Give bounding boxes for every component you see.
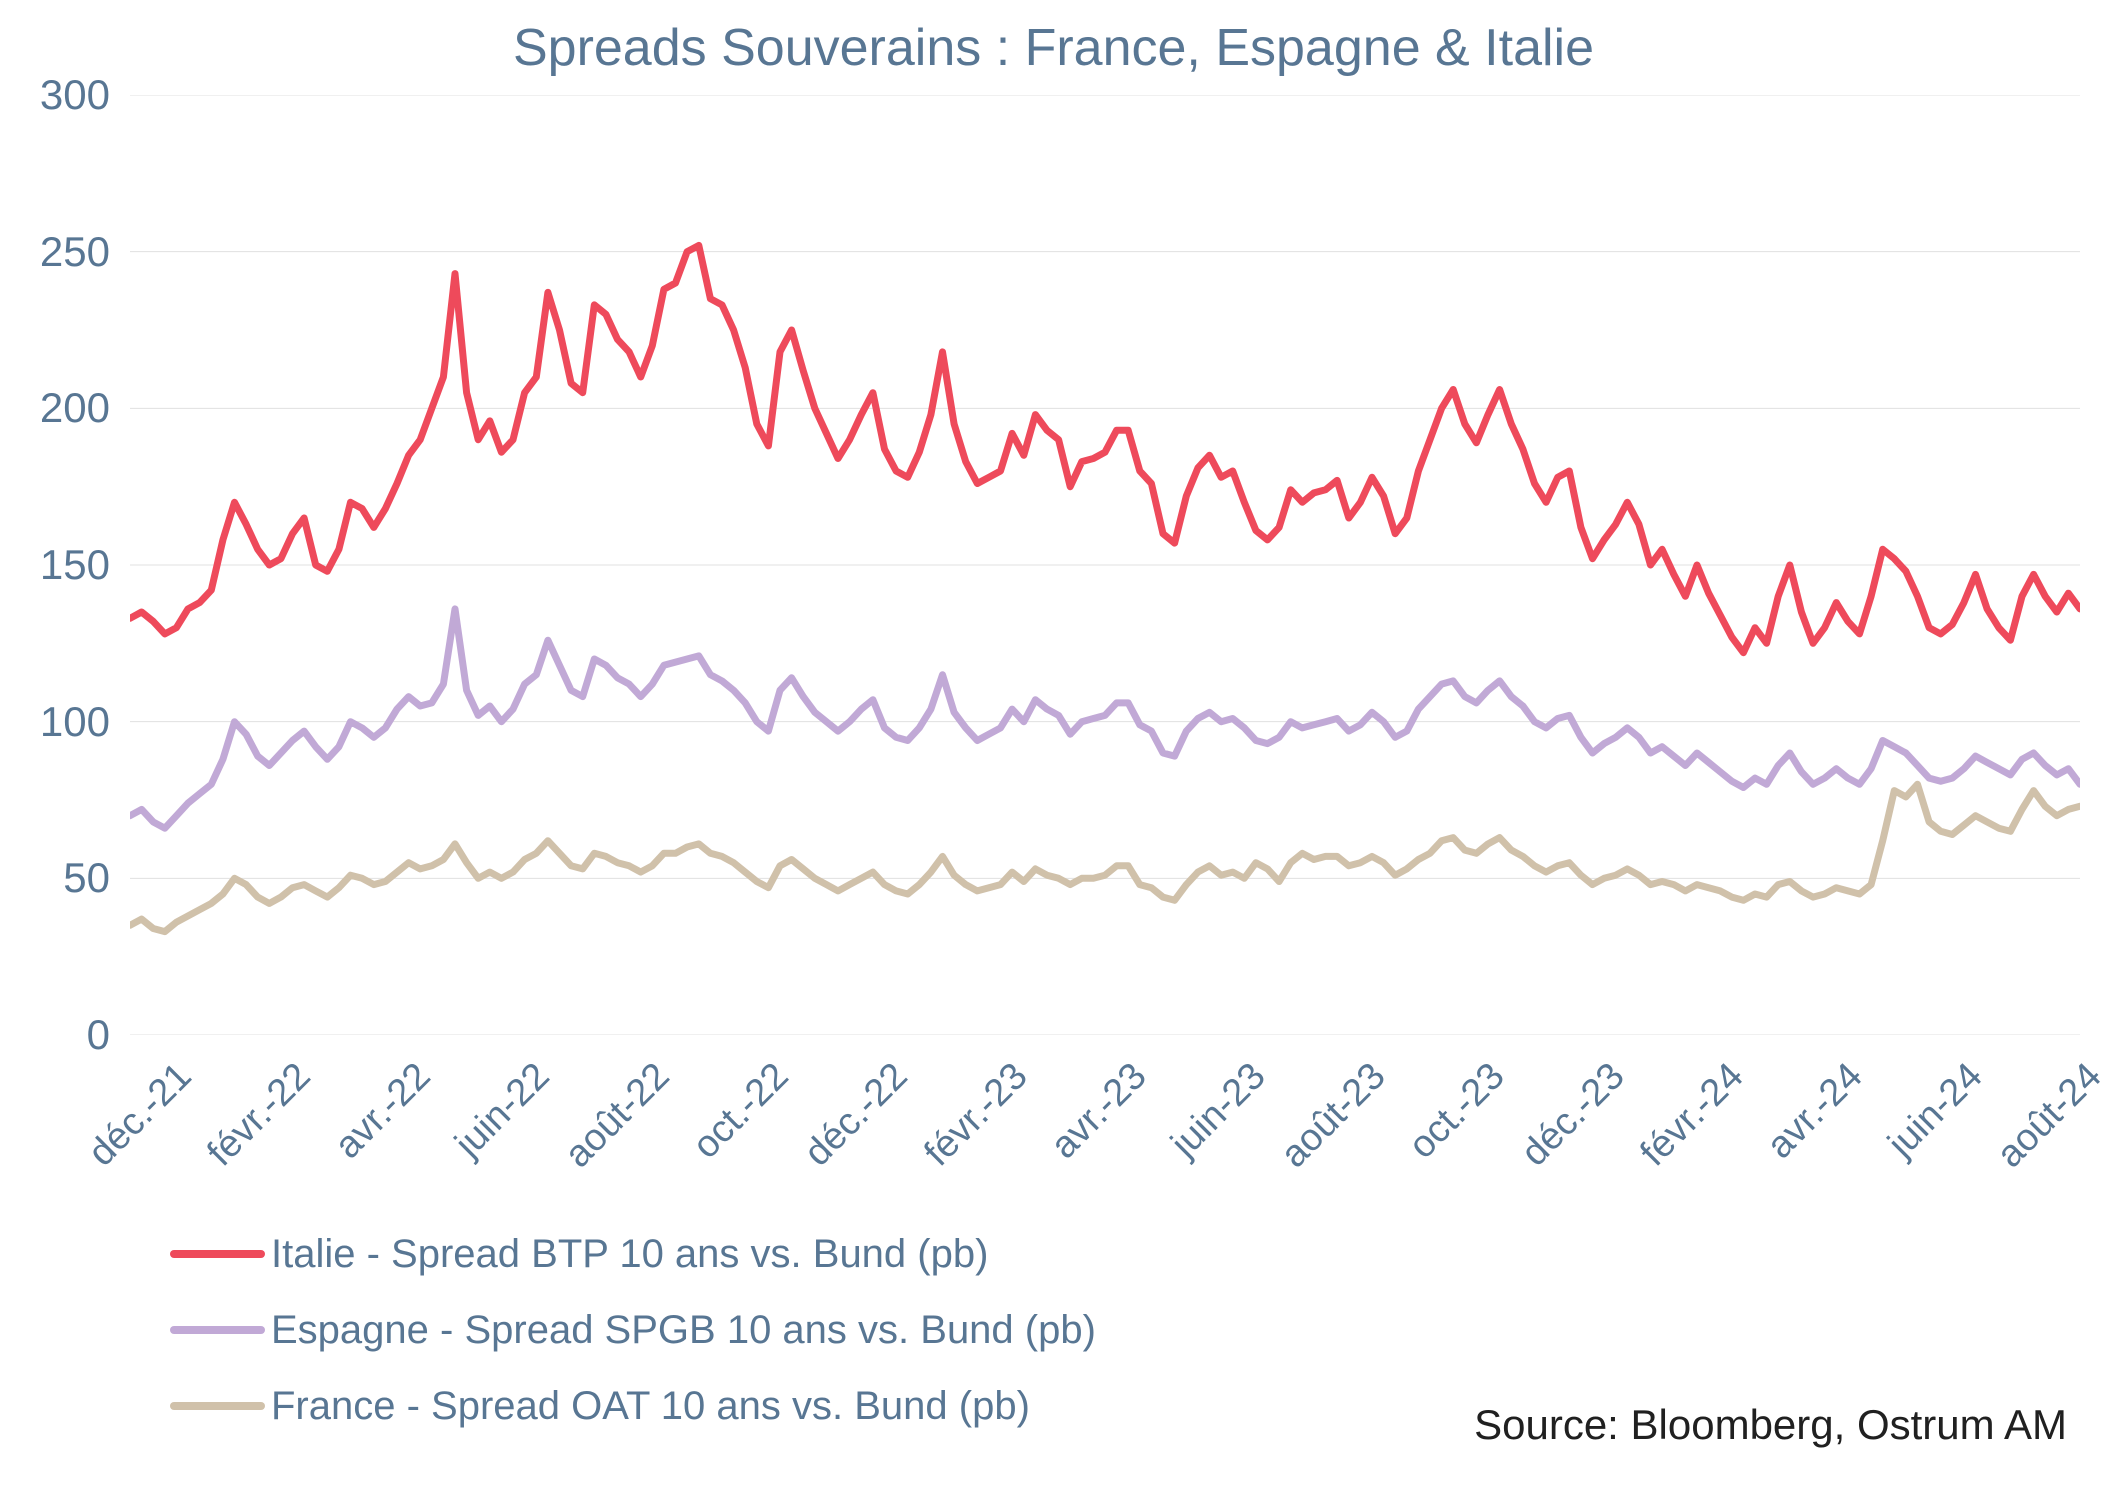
plot-area <box>130 95 2080 1035</box>
chart-title: Spreads Souverains : France, Espagne & I… <box>0 18 2107 78</box>
legend-swatch-france <box>170 1402 265 1410</box>
y-tick-label: 200 <box>0 384 110 432</box>
y-tick-label: 0 <box>0 1011 110 1059</box>
legend-item-espagne: Espagne - Spread SPGB 10 ans vs. Bund (p… <box>170 1306 1096 1354</box>
y-tick-label: 150 <box>0 541 110 589</box>
y-tick-label: 250 <box>0 228 110 276</box>
legend-item-italie: Italie - Spread BTP 10 ans vs. Bund (pb) <box>170 1230 1096 1278</box>
source-attribution: Source: Bloomberg, Ostrum AM <box>1474 1401 2067 1449</box>
y-tick-label: 100 <box>0 698 110 746</box>
series-group <box>130 245 2080 931</box>
y-tick-label: 50 <box>0 854 110 902</box>
legend-label: Italie - Spread BTP 10 ans vs. Bund (pb) <box>271 1232 988 1277</box>
legend-label: Espagne - Spread SPGB 10 ans vs. Bund (p… <box>271 1308 1096 1353</box>
chart-container: Spreads Souverains : France, Espagne & I… <box>0 0 2107 1509</box>
series-line-italie <box>130 245 2080 652</box>
legend-swatch-espagne <box>170 1326 265 1334</box>
legend-label: France - Spread OAT 10 ans vs. Bund (pb) <box>271 1384 1030 1429</box>
series-line-espagne <box>130 609 2080 828</box>
series-line-france <box>130 784 2080 931</box>
legend: Italie - Spread BTP 10 ans vs. Bund (pb)… <box>170 1230 1096 1458</box>
y-tick-label: 300 <box>0 71 110 119</box>
legend-swatch-italie <box>170 1250 265 1258</box>
legend-item-france: France - Spread OAT 10 ans vs. Bund (pb) <box>170 1382 1096 1430</box>
